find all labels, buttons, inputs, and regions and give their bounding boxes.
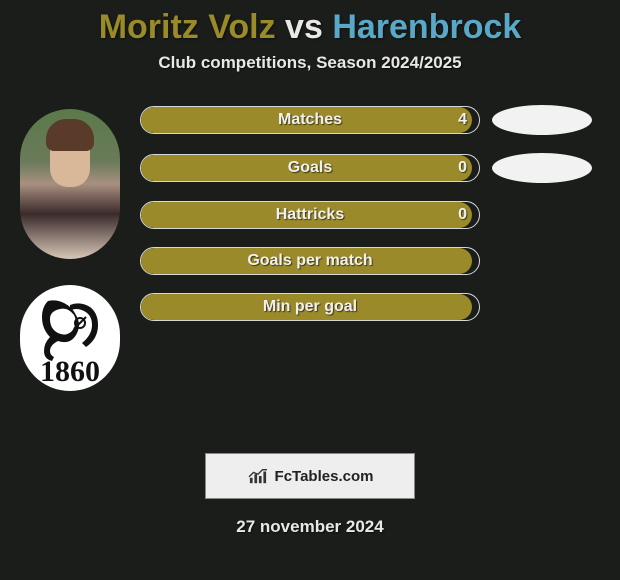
stat-bar: Matches4: [140, 106, 480, 134]
footer-brand-text: FcTables.com: [275, 468, 374, 485]
stat-ellipse: [492, 153, 592, 183]
footer-brand-box: FcTables.com: [205, 453, 415, 499]
stat-bar-label: Goals per match: [141, 248, 479, 274]
title-player1: Moritz Volz: [99, 8, 276, 46]
stat-bar-label: Goals: [141, 155, 479, 181]
subtitle: Club competitions, Season 2024/2025: [0, 53, 620, 73]
badge-year-text: 1860: [40, 355, 100, 388]
footer-date: 27 november 2024: [0, 517, 620, 537]
chart-icon: [247, 467, 269, 485]
stat-bar: Goals0: [140, 154, 480, 182]
stat-bar-value: 4: [458, 107, 467, 133]
stat-bar-label: Matches: [141, 107, 479, 133]
stat-row: Goals0: [140, 153, 614, 183]
stats-bars: Matches4Goals0Hattricks0Goals per matchM…: [140, 105, 620, 321]
stat-row: Goals per match: [140, 247, 614, 275]
club-badge: 1860: [20, 285, 120, 391]
stat-bar: Goals per match: [140, 247, 480, 275]
page-title: Moritz Volz vs Harenbrock: [0, 0, 620, 47]
stat-bar-value: 0: [458, 155, 467, 181]
club-badge-svg: 1860: [20, 285, 120, 391]
stat-row: Matches4: [140, 105, 614, 135]
title-player2: Harenbrock: [332, 8, 521, 46]
stat-bar-label: Hattricks: [141, 202, 479, 228]
stat-row: Min per goal: [140, 293, 614, 321]
stat-bar-label: Min per goal: [141, 294, 479, 320]
stat-bar: Min per goal: [140, 293, 480, 321]
player-photo: [20, 109, 120, 259]
content: 1860 Matches4Goals0Hattricks0Goals per m…: [0, 105, 620, 391]
stat-bar: Hattricks0: [140, 201, 480, 229]
left-column: 1860: [0, 105, 140, 391]
stat-ellipse: [492, 105, 592, 135]
stat-row: Hattricks0: [140, 201, 614, 229]
stat-bar-value: 0: [458, 202, 467, 228]
title-vs: vs: [276, 8, 333, 46]
